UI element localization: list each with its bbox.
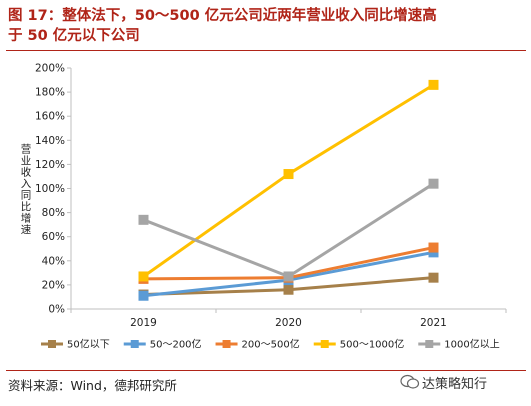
y-tick-label: 20% — [42, 279, 65, 291]
y-tick-label: 140% — [35, 135, 65, 147]
series-marker — [428, 178, 439, 189]
footer-rule — [6, 370, 526, 371]
y-tick-label: 120% — [35, 159, 65, 171]
wechat-icon — [400, 374, 420, 389]
legend-marker — [222, 340, 231, 348]
series-marker — [138, 271, 149, 282]
line-chart: 0% 20% 40% 60% 80% 100% 120% 140% 160% 180% 200% 20… — [21, 63, 507, 351]
legend-label: 50亿以下 — [67, 338, 110, 351]
legend-marker — [320, 340, 329, 348]
legend-label: 500～1000亿 — [340, 338, 405, 351]
x-tick-label: 2021 — [420, 317, 447, 329]
y-tick-label: 160% — [35, 111, 65, 123]
legend-label: 50～200亿 — [150, 338, 202, 351]
legend-marker — [425, 340, 434, 348]
title-rule — [6, 50, 526, 51]
series-line — [142, 83, 435, 278]
series-marker — [283, 284, 294, 295]
chart-legend: 50亿以下 50～200亿 200～500亿 500～1000亿 1000亿以上 — [41, 338, 500, 351]
y-axis-title: 营业收入同比增速 — [21, 142, 32, 236]
legend-label: 200～500亿 — [242, 338, 300, 351]
chart-series — [138, 79, 439, 301]
series-marker — [283, 271, 294, 282]
legend-marker — [48, 340, 56, 348]
y-tick-label: 0% — [48, 304, 65, 316]
x-tick-label: 2020 — [275, 317, 302, 329]
legend-marker — [130, 340, 139, 348]
series-marker — [138, 290, 149, 301]
series-marker — [428, 79, 439, 90]
legend-label: 1000亿以上 — [444, 338, 499, 351]
y-tick-label: 40% — [42, 255, 65, 267]
series-marker — [428, 242, 439, 253]
y-tick-label: 180% — [35, 87, 65, 99]
series-line — [142, 182, 435, 278]
series-marker — [138, 214, 149, 225]
chart-axes: 0% 20% 40% 60% 80% 100% 120% 140% 160% 180% 200% 20… — [21, 63, 507, 329]
series-marker — [283, 169, 294, 180]
figure-title-line2: 于 50 亿元以下公司 — [8, 28, 140, 44]
figure-title: 图 17：整体法下，50～500 亿元公司近两年营业收入同比增速高 于 50 亿… — [8, 6, 526, 46]
y-tick-label: 80% — [42, 207, 65, 219]
y-tick-label: 200% — [35, 63, 65, 75]
watermark-text: 达策略知行 — [422, 377, 488, 392]
figure-title-line1: 图 17：整体法下，50～500 亿元公司近两年营业收入同比增速高 — [8, 8, 437, 24]
source-note: 资料来源：Wind，德邦研究所 — [8, 378, 177, 393]
y-tick-label: 60% — [42, 231, 65, 243]
series-marker — [428, 272, 439, 283]
x-tick-label: 2019 — [130, 317, 157, 329]
y-tick-label: 100% — [35, 183, 65, 195]
